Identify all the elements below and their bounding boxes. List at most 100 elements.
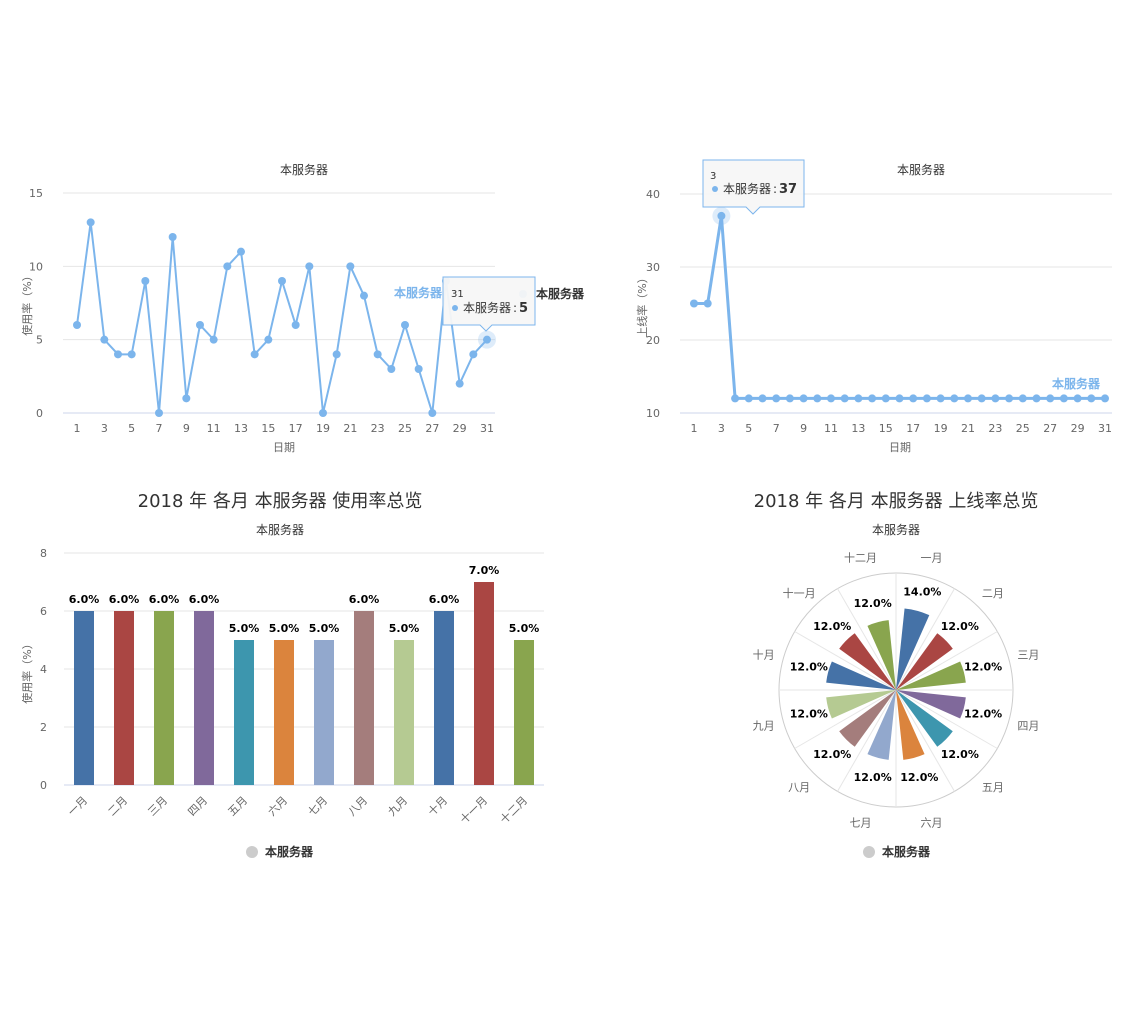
c2-data-point[interactable] bbox=[964, 394, 972, 403]
c4-polar-column[interactable] bbox=[896, 661, 966, 690]
c2-data-point[interactable] bbox=[690, 299, 698, 308]
c1-data-point[interactable] bbox=[305, 262, 314, 271]
c3-bar[interactable] bbox=[394, 640, 414, 785]
c3-bar[interactable] bbox=[434, 611, 454, 785]
c1-data-point[interactable] bbox=[155, 409, 163, 417]
c4-polar-column[interactable] bbox=[896, 608, 930, 690]
c2-data-point[interactable] bbox=[1032, 394, 1041, 403]
c2-data-point[interactable] bbox=[1059, 394, 1068, 403]
c1-data-point[interactable] bbox=[414, 365, 423, 373]
c1-data-point[interactable] bbox=[373, 350, 382, 359]
c1-data-point[interactable] bbox=[483, 335, 491, 344]
c3-data-label: 6.0% bbox=[109, 593, 140, 606]
c1-data-point[interactable] bbox=[127, 350, 136, 359]
c1-data-point[interactable] bbox=[469, 350, 478, 359]
c1-data-point[interactable] bbox=[455, 379, 464, 388]
c1-data-point[interactable] bbox=[73, 321, 81, 329]
c3-bar[interactable] bbox=[314, 640, 334, 785]
c2-data-point[interactable] bbox=[785, 394, 794, 403]
c1-data-point[interactable] bbox=[250, 350, 259, 359]
c1-data-point[interactable] bbox=[114, 350, 122, 359]
c4-polar-column[interactable] bbox=[839, 690, 896, 747]
c1-data-point[interactable] bbox=[223, 262, 232, 271]
c1-data-point[interactable] bbox=[319, 409, 327, 417]
c2-data-point[interactable] bbox=[799, 394, 808, 403]
c3-bar[interactable] bbox=[354, 611, 374, 785]
c1-data-point[interactable] bbox=[237, 247, 245, 256]
c1-data-point[interactable] bbox=[332, 350, 341, 359]
c3-bar[interactable] bbox=[474, 582, 494, 785]
c4-polar-column[interactable] bbox=[839, 633, 896, 690]
c1-data-point[interactable] bbox=[86, 218, 95, 227]
c2-data-point[interactable] bbox=[827, 394, 835, 403]
c2-data-point[interactable] bbox=[936, 394, 945, 403]
c4-data-label: 12.0% bbox=[813, 620, 851, 633]
c2-data-point[interactable] bbox=[758, 394, 767, 403]
c4-polar-column[interactable] bbox=[896, 690, 925, 760]
chart3-legend[interactable]: 本服务器 bbox=[246, 844, 314, 859]
c1-data-point[interactable] bbox=[278, 277, 286, 285]
c3-bar[interactable] bbox=[74, 611, 94, 785]
c1-data-point[interactable] bbox=[100, 335, 109, 344]
c2-data-point[interactable] bbox=[1073, 394, 1082, 403]
c2-data-point[interactable] bbox=[991, 394, 1000, 403]
chart4-legend[interactable]: 本服务器 bbox=[863, 844, 931, 859]
c2-data-point[interactable] bbox=[977, 394, 986, 403]
c1-data-point[interactable] bbox=[264, 335, 273, 344]
c1-data-point[interactable] bbox=[428, 409, 437, 417]
c2-data-point[interactable] bbox=[950, 394, 959, 403]
c3-bar[interactable] bbox=[274, 640, 294, 785]
c2-data-point[interactable] bbox=[922, 394, 931, 403]
c1-data-point[interactable] bbox=[209, 335, 218, 344]
c4-polar-column[interactable] bbox=[896, 690, 953, 747]
c2-data-point[interactable] bbox=[703, 299, 712, 308]
c1-data-point[interactable] bbox=[196, 321, 204, 329]
chart1-x-axis-title: 日期 bbox=[273, 441, 295, 454]
c2-data-point[interactable] bbox=[772, 394, 781, 403]
c4-polar-column[interactable] bbox=[826, 661, 896, 690]
c1-data-point[interactable] bbox=[360, 291, 368, 300]
c2-data-point[interactable] bbox=[868, 394, 877, 403]
c4-category-label: 十二月 bbox=[844, 551, 877, 565]
c4-polar-column[interactable] bbox=[896, 633, 953, 690]
c4-polar-column[interactable] bbox=[826, 690, 896, 719]
c1-data-point[interactable] bbox=[291, 321, 300, 329]
c2-data-point[interactable] bbox=[854, 394, 863, 403]
c2-data-point[interactable] bbox=[731, 394, 740, 403]
c2-data-point[interactable] bbox=[840, 394, 849, 403]
c3-bar[interactable] bbox=[194, 611, 214, 785]
c3-bar[interactable] bbox=[114, 611, 134, 785]
c4-category-label: 四月 bbox=[1017, 719, 1039, 732]
c1-data-point[interactable] bbox=[168, 233, 177, 241]
c2-data-point[interactable] bbox=[1101, 394, 1109, 403]
c2-x-tick-label: 17 bbox=[906, 422, 920, 435]
c2-x-tick-label: 23 bbox=[988, 422, 1002, 435]
c2-data-point[interactable] bbox=[909, 394, 918, 403]
c1-x-tick-label: 11 bbox=[207, 422, 221, 435]
c3-y-tick-label: 4 bbox=[40, 663, 47, 676]
c4-polar-column[interactable] bbox=[896, 690, 966, 719]
c2-data-point[interactable] bbox=[813, 394, 822, 403]
c1-data-point[interactable] bbox=[346, 262, 355, 271]
c3-bar[interactable] bbox=[154, 611, 174, 785]
c1-data-point[interactable] bbox=[387, 365, 396, 373]
c1-data-point[interactable] bbox=[182, 394, 191, 403]
c3-bar[interactable] bbox=[514, 640, 534, 785]
c2-data-point[interactable] bbox=[1018, 394, 1027, 403]
c4-data-label: 12.0% bbox=[964, 661, 1002, 674]
c2-data-point[interactable] bbox=[717, 211, 726, 220]
c2-data-point[interactable] bbox=[881, 394, 890, 403]
c4-polar-column[interactable] bbox=[867, 690, 896, 760]
chart4-title: 2018 年 各月 本服务器 上线率总览 bbox=[754, 491, 1039, 512]
c4-category-label: 二月 bbox=[982, 587, 1004, 600]
c2-data-point[interactable] bbox=[1005, 394, 1014, 403]
c2-data-point[interactable] bbox=[744, 394, 753, 403]
c2-data-point[interactable] bbox=[1087, 394, 1096, 403]
c1-data-point[interactable] bbox=[401, 321, 409, 329]
c4-polar-column[interactable] bbox=[867, 620, 896, 690]
c3-bar[interactable] bbox=[234, 640, 254, 785]
c4-category-label: 六月 bbox=[920, 816, 942, 829]
c2-data-point[interactable] bbox=[1046, 394, 1055, 403]
c1-data-point[interactable] bbox=[141, 277, 150, 285]
c2-data-point[interactable] bbox=[895, 394, 904, 403]
